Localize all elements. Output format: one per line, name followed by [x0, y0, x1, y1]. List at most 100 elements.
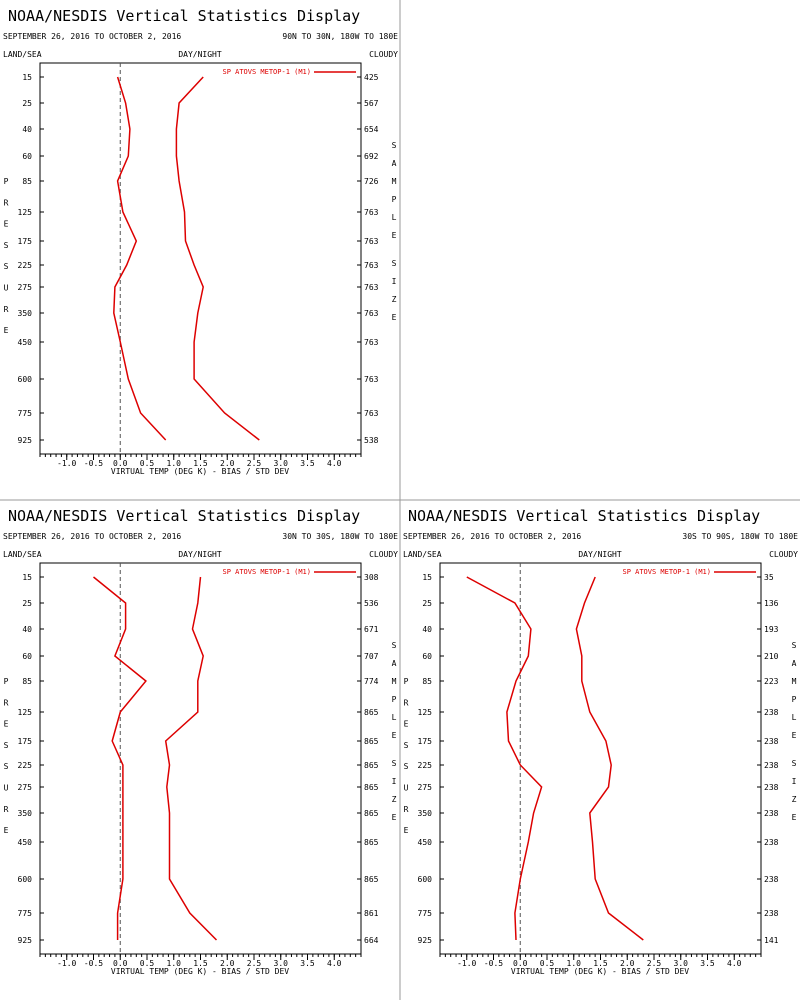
sample-size-label: 865: [364, 708, 379, 717]
y2-axis-letter: A: [392, 659, 397, 668]
land-sea-label: LAND/SEA: [3, 550, 42, 559]
y2-axis-letter: P: [392, 695, 397, 704]
pressure-level-label: 25: [22, 99, 32, 108]
pressure-level-label: 60: [422, 652, 432, 661]
x-tick-label: 0.5: [140, 459, 155, 468]
sample-size-label: 567: [364, 99, 379, 108]
y-axis-letter: S: [4, 762, 9, 771]
sample-size-label: 664: [364, 936, 379, 945]
x-tick-label: 1.5: [193, 959, 208, 968]
sample-size-label: 536: [364, 599, 379, 608]
y-axis-letter: R: [4, 698, 9, 707]
sample-size-label: 763: [364, 309, 379, 318]
pressure-level-label: 350: [18, 809, 33, 818]
y2-axis-letter: A: [792, 659, 797, 668]
legend-label: SP ATOVS METOP-1 (M1): [622, 568, 711, 576]
x-tick-label: 1.0: [167, 459, 182, 468]
sample-size-label: 865: [364, 761, 379, 770]
y2-axis-letter: S: [392, 259, 397, 268]
x-tick-label: 3.0: [274, 459, 289, 468]
y-axis-letter: E: [404, 720, 409, 729]
y2-axis-letter: A: [392, 159, 397, 168]
date-range: SEPTEMBER 26, 2016 TO OCTOBER 2, 2016: [3, 532, 181, 541]
sample-size-label: 865: [364, 838, 379, 847]
y2-axis-letter: S: [792, 641, 797, 650]
land-sea-label: LAND/SEA: [403, 550, 442, 559]
x-tick-label: -1.0: [457, 959, 476, 968]
y2-axis-letter: I: [392, 777, 397, 786]
y-axis-letter: E: [4, 720, 9, 729]
sample-size-label: 238: [764, 783, 779, 792]
cloudy-label: CLOUDY: [369, 50, 398, 59]
x-tick-label: -0.5: [84, 459, 103, 468]
sample-size-label: 238: [764, 737, 779, 746]
sample-size-label: 692: [364, 152, 379, 161]
y2-axis-letter: I: [792, 777, 797, 786]
pressure-level-label: 25: [422, 599, 432, 608]
y-axis-letter: R: [404, 698, 409, 707]
pressure-level-label: 350: [18, 309, 33, 318]
y-axis-letter: S: [4, 262, 9, 271]
pressure-level-label: 775: [418, 909, 433, 918]
x-tick-label: 1.5: [593, 959, 608, 968]
y2-axis-letter: I: [392, 277, 397, 286]
pressure-level-label: 25: [22, 599, 32, 608]
y2-axis-letter: L: [392, 213, 397, 222]
date-range: SEPTEMBER 26, 2016 TO OCTOBER 2, 2016: [403, 532, 581, 541]
chart-title: NOAA/NESDIS Vertical Statistics Display: [408, 507, 760, 525]
region-label: 30N TO 30S, 180W TO 180E: [282, 532, 398, 541]
y2-axis-letter: P: [792, 695, 797, 704]
sample-size-label: 763: [364, 338, 379, 347]
y-axis-letter: E: [4, 220, 9, 229]
plot-frame: [439, 562, 762, 955]
series-line-std-dev: [575, 576, 644, 941]
date-range: SEPTEMBER 26, 2016 TO OCTOBER 2, 2016: [3, 32, 181, 41]
y2-axis-letter: Z: [392, 795, 397, 804]
legend-label: SP ATOVS METOP-1 (M1): [222, 568, 311, 576]
pressure-level-label: 40: [22, 625, 32, 634]
sample-size-label: 671: [364, 625, 379, 634]
sample-size-label: 193: [764, 625, 779, 634]
pressure-level-label: 600: [418, 875, 433, 884]
x-tick-label: 2.0: [220, 959, 235, 968]
pressure-level-label: 600: [18, 875, 33, 884]
pressure-level-label: 125: [18, 708, 33, 717]
sample-size-label: 774: [364, 677, 379, 686]
x-tick-label: 3.0: [274, 959, 289, 968]
sample-size-label: 861: [364, 909, 379, 918]
sample-size-label: 308: [364, 573, 379, 582]
pressure-level-label: 15: [22, 73, 32, 82]
pressure-level-label: 175: [18, 737, 33, 746]
y-axis-letter: R: [4, 805, 9, 814]
x-tick-label: -1.0: [57, 459, 76, 468]
x-tick-label: 3.5: [300, 959, 315, 968]
pressure-level-label: 175: [418, 737, 433, 746]
pressure-level-label: 15: [22, 573, 32, 582]
x-tick-label: 2.0: [620, 959, 635, 968]
y-axis-letter: R: [4, 198, 9, 207]
sample-size-label: 763: [364, 237, 379, 246]
pressure-level-label: 85: [422, 677, 432, 686]
pressure-level-label: 125: [418, 708, 433, 717]
sample-size-label: 223: [764, 677, 779, 686]
y-axis-letter: S: [404, 741, 409, 750]
pressure-level-label: 85: [22, 677, 32, 686]
y2-axis-letter: P: [392, 195, 397, 204]
x-tick-label: 0.0: [113, 959, 128, 968]
y2-axis-letter: S: [792, 759, 797, 768]
pressure-level-label: 275: [18, 783, 33, 792]
y-axis-letter: P: [4, 677, 9, 686]
y2-axis-letter: E: [792, 813, 797, 822]
y2-axis-letter: L: [392, 713, 397, 722]
pressure-level-label: 600: [18, 375, 33, 384]
x-tick-label: 4.0: [727, 959, 742, 968]
sample-size-label: 707: [364, 652, 379, 661]
y2-axis-letter: E: [392, 231, 397, 240]
x-tick-label: 1.0: [567, 959, 582, 968]
x-axis-label: VIRTUAL TEMP (DEG K) - BIAS / STD DEV: [511, 967, 689, 976]
chart-panel-2: NOAA/NESDIS Vertical Statistics Display S…: [3, 507, 398, 976]
sample-size-label: 763: [364, 375, 379, 384]
sample-size-label: 136: [764, 599, 779, 608]
x-tick-label: 4.0: [327, 459, 342, 468]
region-label: 90N TO 30N, 180W TO 180E: [282, 32, 398, 41]
